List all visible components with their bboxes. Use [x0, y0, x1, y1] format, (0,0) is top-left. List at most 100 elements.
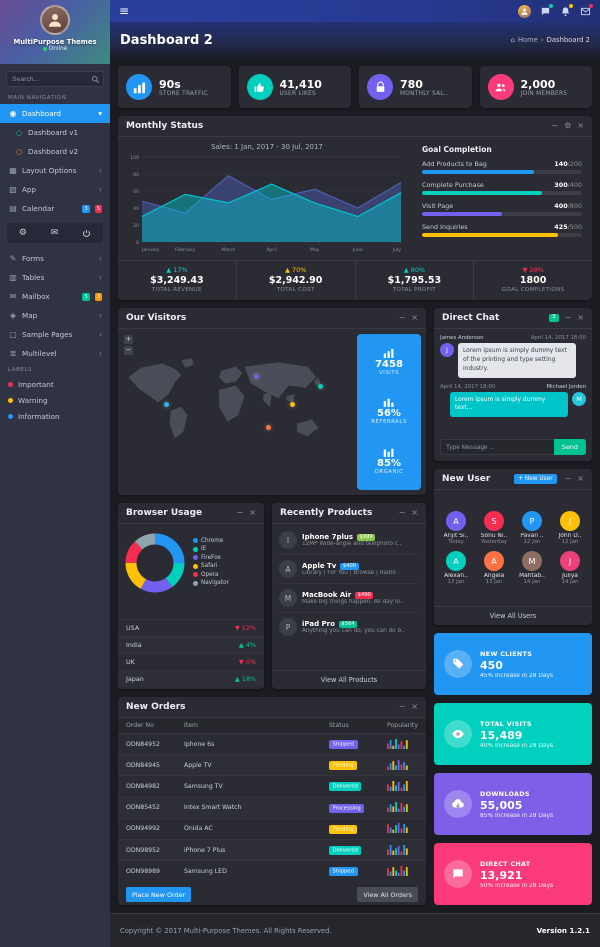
collapse-icon[interactable]: − [398, 313, 406, 322]
downloads-card[interactable]: DOWNLOADS 55,005 85% Increase in 28 Days [434, 773, 592, 835]
direct-chat-card[interactable]: DIRECT CHAT 13,921 50% Increase in 28 Da… [434, 843, 592, 905]
close-icon[interactable]: × [577, 474, 584, 483]
search-icon[interactable] [91, 75, 100, 84]
chat-messages: James Anderson April 14, 2017 18:00 J Lo… [434, 329, 592, 433]
chat-message-input[interactable] [440, 439, 554, 455]
close-icon[interactable]: × [411, 508, 418, 517]
user-card[interactable]: M Mahtab.. 14 Jan [514, 551, 550, 585]
sidebar-item-dashboard[interactable]: ◉ Dashboard ▾ [0, 104, 110, 123]
sidebar-item-tables[interactable]: ▥ Tables › [9, 273, 102, 282]
close-icon[interactable]: × [411, 313, 418, 322]
progress-bar [422, 212, 502, 216]
new-clients-card[interactable]: NEW CLIENTS 450 45% Increase in 28 Days [434, 633, 592, 695]
view-all-users-link[interactable]: View All Users [434, 606, 592, 625]
visitor-dot[interactable] [253, 373, 259, 379]
zoom-out-button[interactable]: − [124, 346, 133, 355]
envelope-icon[interactable] [580, 3, 593, 17]
nav-section-label: MAIN NAVIGATION [8, 95, 67, 101]
place-new-order-button[interactable]: Place New Order [126, 887, 192, 903]
chat-count-badge: 3 [549, 314, 559, 322]
trend-up-icon: ▲ [285, 266, 290, 274]
sales-chart-title: Sales: 1 Jan, 2017 - 30 Jul, 2017 [211, 143, 323, 151]
sidebar-label-information[interactable]: Information [0, 408, 110, 424]
visitor-dot[interactable] [318, 383, 324, 389]
send-button[interactable]: Send [553, 439, 586, 455]
direct-chat-panel: Direct Chat 3 − × James Anderson [434, 308, 592, 461]
chevron-right-icon: › [99, 254, 102, 263]
visitor-dot[interactable] [164, 402, 170, 408]
user-card[interactable]: A Angela 13 Jan [476, 551, 512, 585]
user-card[interactable]: A Arijit Si.. Today [438, 511, 474, 545]
hamburger-icon[interactable]: ≡ [119, 4, 130, 18]
visitor-dot[interactable] [265, 425, 271, 431]
collapse-icon[interactable]: − [564, 474, 572, 483]
breadcrumb-home[interactable]: Home [517, 36, 538, 44]
close-icon[interactable]: × [577, 121, 584, 130]
close-icon[interactable]: × [411, 702, 418, 711]
mailbox-icon: ✉ [9, 292, 17, 301]
user-card[interactable]: P Pavan .. 12 Jan [514, 511, 550, 545]
collapse-icon[interactable]: − [564, 313, 572, 322]
sidebar-item-app[interactable]: ▧ App › [9, 185, 102, 194]
order-row[interactable]: ODN84952 Iphone 6s Shipped [118, 732, 426, 755]
user-card[interactable]: A Alexan.. 13 Jan [438, 551, 474, 585]
order-row[interactable]: ODN94992 Onida AC Pending [118, 817, 426, 840]
sidebar-label-warning[interactable]: Warning [0, 392, 110, 408]
avatar: P [522, 511, 542, 531]
sidebar-item-multilevel[interactable]: ≣ Multilevel › [9, 349, 102, 358]
navbar-avatar[interactable] [518, 4, 531, 18]
collapse-icon[interactable]: − [398, 702, 406, 711]
labels-section-title: LABELS [8, 367, 33, 373]
collapse-icon[interactable]: − [398, 508, 406, 517]
our-visitors-panel: Our Visitors − × + − [118, 308, 426, 495]
envelope-icon[interactable]: ✉ [50, 227, 59, 238]
view-all-products-link[interactable]: View All Products [272, 670, 426, 689]
new-user-button[interactable]: + New User [514, 474, 557, 484]
layout-icon: ▦ [9, 166, 17, 175]
page-header: Dashboard 2 ⌂ Home › Dashboard 2 [110, 22, 600, 58]
wrench-icon[interactable]: ⚙ [564, 121, 572, 130]
visitor-dot[interactable] [290, 402, 296, 408]
order-row[interactable]: ODN84982 Samsung TV Delivered [118, 775, 426, 798]
order-row[interactable]: ODN85452 Intex Smart Watch Processing [118, 796, 426, 819]
sidebar-label-important[interactable]: Important [0, 376, 110, 392]
order-row[interactable]: ODN84945 Apple TV Pending [118, 754, 426, 776]
sidebar-item-layout-options[interactable]: ▦ Layout Options › [9, 166, 102, 175]
zoom-in-button[interactable]: + [124, 335, 133, 344]
collapse-icon[interactable]: − [551, 121, 559, 130]
stat-card-store-traffic[interactable]: 90s STORE TRAFFIC [118, 66, 231, 108]
bell-icon[interactable] [560, 3, 573, 17]
total-visits-card[interactable]: TOTAL VISITS 15,489 40% Increase in 28 D… [434, 703, 592, 765]
legend-dot [193, 580, 198, 586]
sidebar-item-calendar[interactable]: ▤ Calendar 3 5 [9, 204, 102, 213]
close-icon[interactable]: × [249, 508, 256, 517]
circle-icon: ○ [15, 147, 23, 156]
popularity-sparkline [386, 738, 408, 749]
order-row[interactable]: ODN98952 iPhone 7 Plus Delivered [118, 838, 426, 861]
search-input[interactable] [6, 71, 104, 87]
product-item[interactable]: P iPad Pro $564 Anything you can do, you … [279, 613, 419, 641]
chat-icon[interactable] [540, 3, 553, 17]
sidebar-item-dashboard-v1[interactable]: ○ Dashboard v1 [15, 128, 79, 137]
sidebar-item-sample-pages[interactable]: ▢ Sample Pages › [9, 330, 102, 339]
stat-card-user-likes[interactable]: 41,410 USER LIKES [238, 66, 351, 108]
user-card[interactable]: J John D.. 12 Jan [552, 511, 588, 545]
sidebar-item-dashboard-v2[interactable]: ○ Dashboard v2 [15, 147, 79, 156]
sidebar-item-map[interactable]: ◈ Map › [9, 311, 102, 320]
view-all-orders-button[interactable]: View All Orders [357, 887, 418, 903]
power-icon[interactable] [82, 229, 91, 238]
product-item[interactable]: I Iphone 7plus $999 12MP Wide-angle and t… [279, 526, 419, 555]
user-avatar[interactable] [40, 5, 70, 35]
stat-card-monthly-sales[interactable]: 780 MONTHLY SAL.. [359, 66, 472, 108]
sidebar-item-mailbox[interactable]: ✉ Mailbox 5 3 [9, 292, 102, 301]
user-card[interactable]: J Juliya 14 Jan [552, 551, 588, 585]
order-row[interactable]: ODN98989 Samsung LED Shipped [118, 860, 426, 882]
close-icon[interactable]: × [577, 313, 584, 322]
sidebar-item-forms[interactable]: ✎ Forms › [9, 254, 102, 263]
gear-icon[interactable]: ⚙ [18, 227, 27, 238]
stat-card-join-members[interactable]: 2,000 JOIN MEMBERS [479, 66, 592, 108]
product-item[interactable]: A Apple Tv $400 Library | For You | Brows… [279, 555, 419, 584]
collapse-icon[interactable]: − [236, 508, 244, 517]
user-card[interactable]: S Sonu Ni.. Yesterday [476, 511, 512, 545]
product-item[interactable]: M MacBook Air $490 Make big things happen… [279, 584, 419, 613]
